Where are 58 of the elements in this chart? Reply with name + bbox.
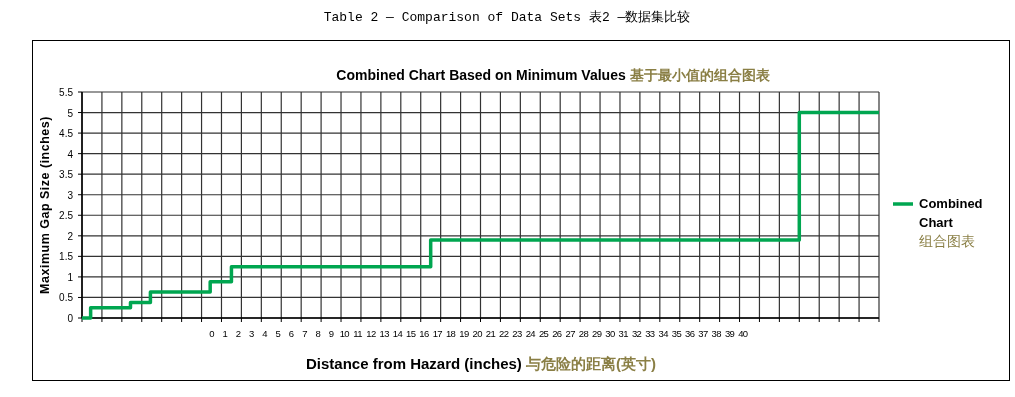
x-tick-label: 8 [315, 328, 321, 339]
x-tick-label: 35 [671, 328, 682, 339]
x-tick-label: 1 [222, 328, 228, 339]
x-tick-label: 7 [302, 328, 308, 339]
x-tick-label: 16 [419, 328, 430, 339]
y-tick-label: 2.5 [59, 210, 74, 222]
x-tick-label: 10 [339, 328, 350, 339]
y-tick-label: 5 [67, 107, 74, 119]
x-tick-label: 2 [235, 328, 241, 339]
x-tick-label: 25 [538, 328, 549, 339]
y-tick-label: 1.5 [59, 251, 74, 263]
x-tick-label: 0 [209, 328, 215, 339]
y-tick-label: 1 [67, 271, 74, 283]
chart-subtitle: Combined Chart Based on Minimum Values 基于最小值的组合图表 [336, 67, 771, 83]
x-tick-label: 29 [592, 328, 602, 339]
x-tick-label: 24 [525, 328, 536, 339]
x-tick-label: 34 [658, 328, 669, 339]
x-tick-label: 15 [406, 328, 416, 339]
y-tick-label: 0.5 [59, 292, 74, 304]
x-tick-label: 37 [698, 328, 708, 339]
y-tick-label: 2 [67, 230, 74, 242]
legend-label: Combined Chart 组合图表 [919, 196, 983, 249]
x-tick-label: 4 [262, 328, 268, 339]
x-tick-label: 32 [631, 328, 642, 339]
x-tick-label: 11 [353, 328, 363, 339]
x-tick-label: 5 [275, 328, 281, 339]
x-tick-label: 27 [565, 328, 576, 339]
x-tick-label: 14 [392, 328, 403, 339]
y-tick-label: 3.5 [59, 169, 74, 181]
x-tick-label: 26 [552, 328, 562, 339]
x-tick-label: 23 [512, 328, 523, 339]
x-tick-label: 38 [711, 328, 722, 339]
x-tick-label: 40 [738, 328, 748, 339]
x-tick-label: 22 [499, 328, 509, 339]
x-tick-label: 18 [445, 328, 456, 339]
x-tick-label: 6 [288, 328, 294, 339]
x-tick-label: 13 [379, 328, 390, 339]
y-tick-label: 4.5 [59, 128, 74, 140]
x-tick-label: 33 [645, 328, 655, 339]
y-axis-title: Maximum Gap Size (inches) [38, 116, 52, 294]
chart-title: Table 2 — Comparison of Data Sets 表2 —数据集比较 [323, 10, 691, 25]
y-tick-label: 0 [67, 313, 74, 324]
x-tick-label: 12 [366, 328, 376, 339]
y-tick-label: 4 [67, 148, 74, 160]
x-tick-label: 9 [328, 328, 334, 339]
x-tick-label: 36 [685, 328, 695, 339]
x-tick-label: 30 [605, 328, 616, 339]
y-tick-label: 3 [67, 189, 74, 201]
x-tick-label: 20 [472, 328, 483, 339]
x-axis-title: Distance from Hazard (inches) 与危险的距离(英寸) [305, 355, 657, 372]
x-tick-label: 21 [485, 328, 496, 339]
x-tick-label: 17 [432, 328, 443, 339]
x-tick-label: 3 [249, 328, 255, 339]
y-tick-label: 5.5 [59, 87, 74, 98]
x-tick-label: 31 [618, 328, 629, 339]
x-tick-label: 39 [724, 328, 735, 339]
x-tick-label: 28 [578, 328, 589, 339]
x-tick-label: 19 [459, 328, 469, 339]
